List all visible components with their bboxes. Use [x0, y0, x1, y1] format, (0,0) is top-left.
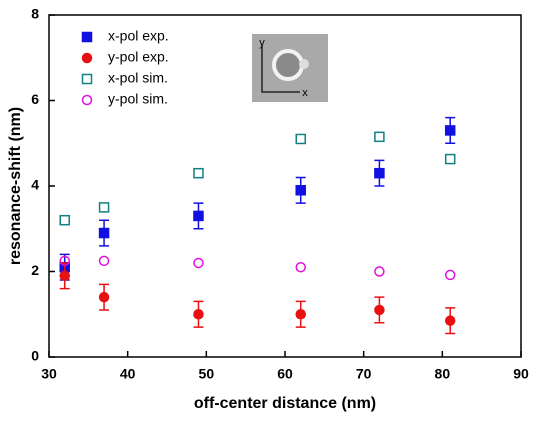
- marker: [98, 227, 110, 239]
- marker: [59, 214, 70, 226]
- marker: [295, 261, 306, 273]
- marker: [374, 304, 385, 316]
- marker: [295, 309, 306, 320]
- marker: [444, 269, 456, 281]
- y-tick-label: 2: [31, 262, 39, 278]
- x-tick-label: 70: [356, 366, 372, 382]
- x-tick-label: 60: [277, 366, 293, 382]
- marker: [374, 266, 385, 277]
- marker: [98, 291, 110, 303]
- marker: [193, 257, 204, 269]
- legend-marker: [81, 94, 93, 106]
- legend-marker: [81, 31, 93, 43]
- x-tick-label: 80: [435, 366, 451, 382]
- x-tick-label: 40: [120, 366, 136, 382]
- y-tick-label: 4: [31, 177, 39, 193]
- legend-label: y-pol sim.: [108, 91, 168, 107]
- marker: [374, 167, 385, 179]
- y-tick-label: 0: [31, 348, 39, 364]
- inset-label: y: [259, 37, 265, 49]
- legend-label: x-pol exp.: [108, 28, 169, 44]
- inset-label: x: [302, 87, 308, 99]
- marker: [98, 202, 110, 213]
- marker: [444, 315, 456, 326]
- marker: [193, 167, 204, 179]
- y-tick-label: 6: [31, 91, 39, 107]
- legend-marker: [81, 73, 93, 85]
- x-tick-label: 90: [513, 366, 529, 382]
- marker: [193, 309, 204, 320]
- legend-marker: [81, 52, 93, 64]
- marker: [98, 255, 110, 267]
- legend-label: y-pol exp.: [108, 49, 169, 65]
- marker: [59, 255, 70, 267]
- marker: [374, 131, 385, 143]
- marker: [295, 185, 306, 196]
- y-axis-label: resonance-shift (nm): [7, 107, 24, 265]
- marker: [444, 125, 456, 136]
- y-tick-label: 8: [31, 6, 39, 22]
- marker: [295, 133, 306, 145]
- inset-image: y x: [252, 34, 328, 102]
- legend-label: x-pol sim.: [108, 70, 168, 86]
- marker: [444, 153, 456, 165]
- x-tick-label: 30: [41, 366, 57, 382]
- marker: [59, 270, 70, 282]
- x-tick-label: 50: [199, 366, 215, 382]
- marker: [193, 210, 204, 222]
- x-axis-label: off-center distance (nm): [194, 395, 376, 412]
